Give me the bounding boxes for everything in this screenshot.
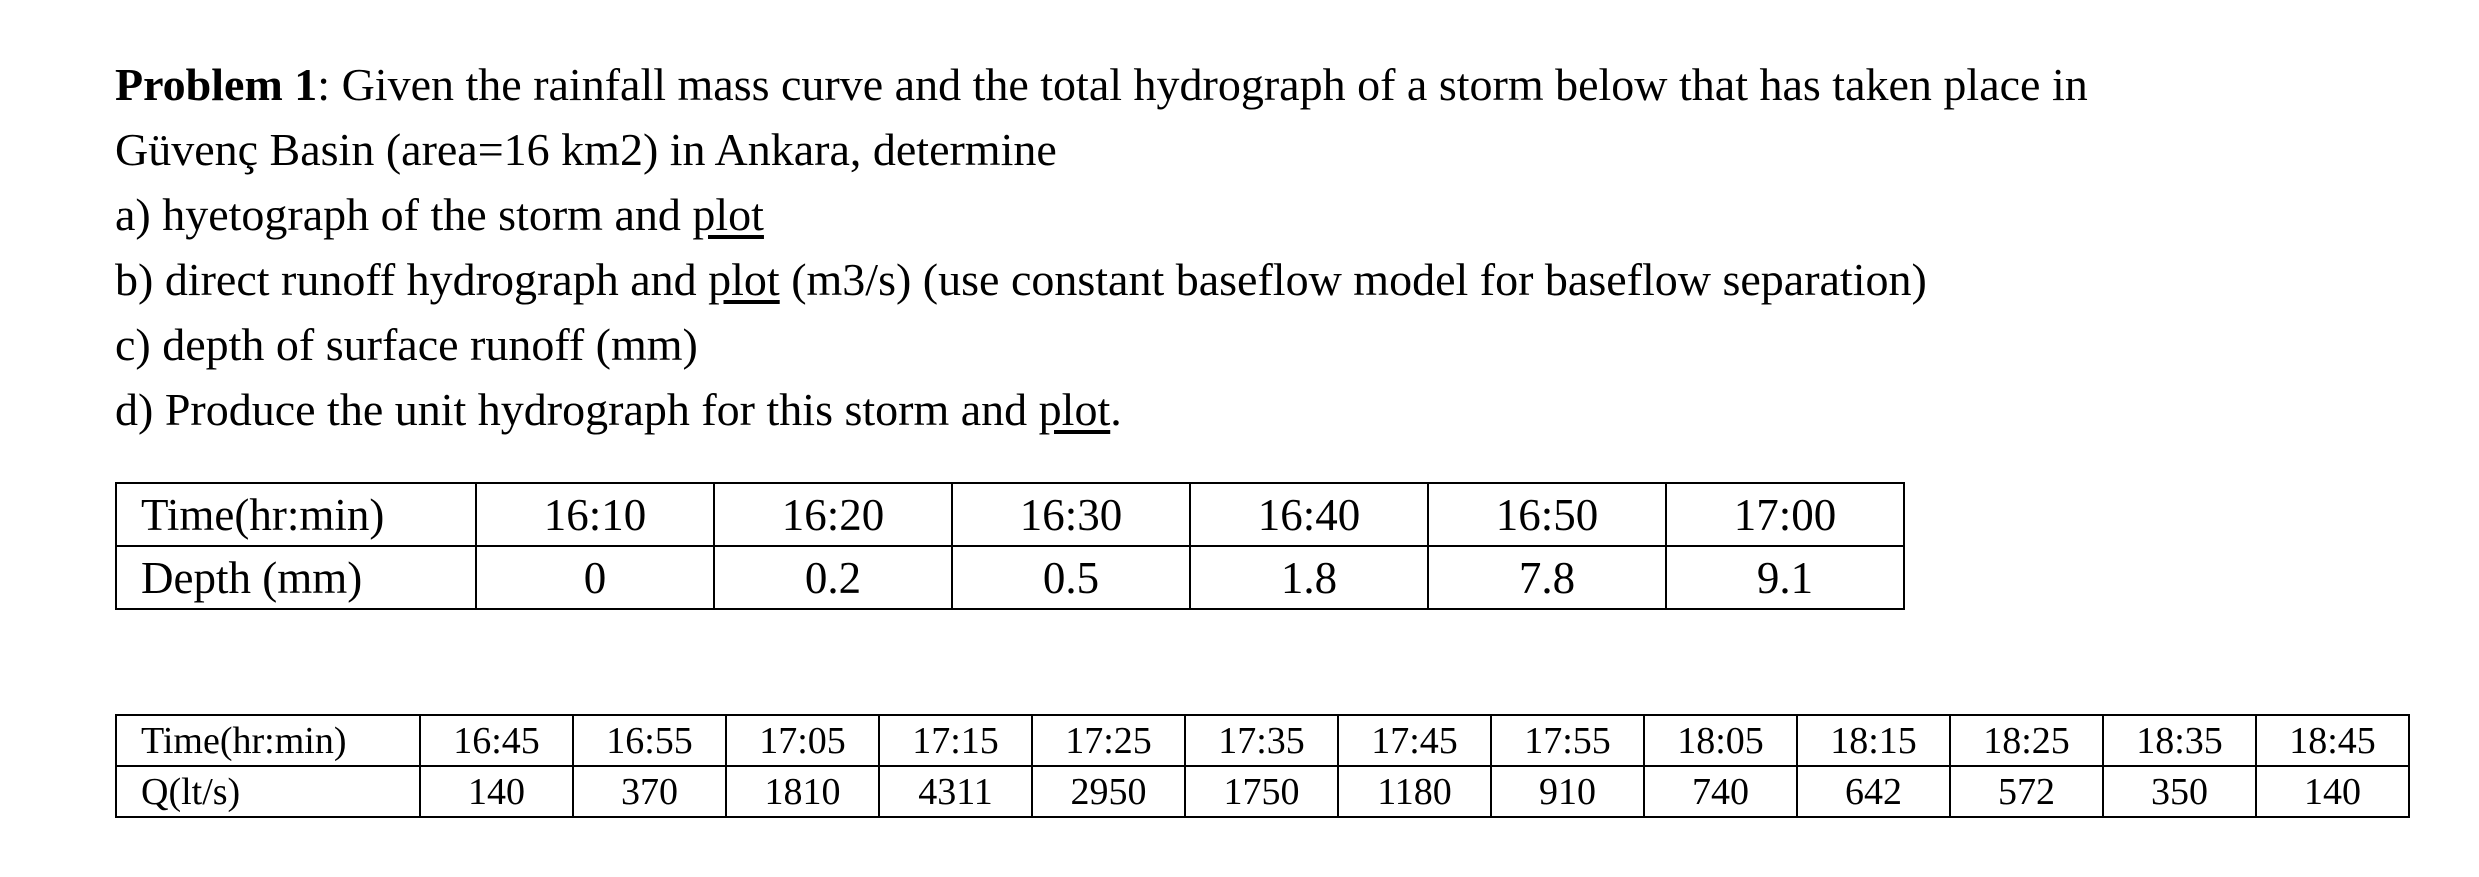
table-cell: 17:55: [1490, 714, 1645, 767]
table-cell: 4311: [878, 765, 1033, 818]
table-cell: 18:45: [2255, 714, 2410, 767]
intro-line: Problem 1: Given the rainfall mass curve…: [115, 52, 2088, 117]
problem-text: Problem 1: Given the rainfall mass curve…: [115, 52, 2088, 442]
table-cell: 16:55: [572, 714, 727, 767]
item: c) depth of surface runoff (mm): [115, 312, 2088, 377]
rainfall-table: Time(hr:min) 16:10 16:20 16:30 16:40 16:50 17:…: [115, 482, 1905, 610]
table-cell: 2950: [1031, 765, 1186, 818]
table-row: Time(hr:min) 16:45 16:55 17:05 17:15 17:25 17:…: [115, 714, 2410, 767]
table-cell: 17:00: [1665, 482, 1905, 547]
item-text: a) hyetograph of the storm and: [115, 189, 693, 240]
table-cell: 16:30: [951, 482, 1191, 547]
table-cell: 1810: [725, 765, 880, 818]
item-text: b) direct runoff hydrograph and: [115, 254, 709, 305]
row-header: Q(lt/s): [115, 765, 421, 818]
intro: : Given the rainfall mass curve and the …: [317, 59, 2088, 110]
item-underlined: plot: [708, 254, 780, 305]
table-cell: 910: [1490, 765, 1645, 818]
table-cell: 0: [475, 545, 715, 610]
table-cell: 16:40: [1189, 482, 1429, 547]
table-cell: 16:10: [475, 482, 715, 547]
table-cell: 740: [1643, 765, 1798, 818]
item-text: d) Produce the unit hydrograph for this …: [115, 384, 1039, 435]
table-cell: 18:35: [2102, 714, 2257, 767]
table-cell: 17:15: [878, 714, 1033, 767]
table-cell: 18:25: [1949, 714, 2104, 767]
table-cell: 140: [419, 765, 574, 818]
item: b) direct runoff hydrograph and plot (m3…: [115, 247, 2088, 312]
table-cell: 0.5: [951, 545, 1191, 610]
table-row: Depth (mm) 0 0.2 0.5 1.8 7.8 9.1: [115, 545, 1905, 610]
item-text: (m3/s) (use constant baseflow model for …: [779, 254, 1927, 305]
table-cell: 18:15: [1796, 714, 1951, 767]
table-cell: 17:25: [1031, 714, 1186, 767]
intro-line: Güvenç Basin (area=16 km2) in Ankara, de…: [115, 124, 1057, 175]
item: a) hyetograph of the storm and plot: [115, 182, 2088, 247]
problem-label: Problem 1: [115, 59, 318, 110]
table-cell: 18:05: [1643, 714, 1798, 767]
item-underlined: plot: [1038, 384, 1111, 435]
item-text: .: [1110, 384, 1122, 435]
table-cell: 16:20: [713, 482, 953, 547]
item-underlined: plot: [692, 189, 764, 240]
table-cell: 642: [1796, 765, 1951, 818]
table-cell: 370: [572, 765, 727, 818]
table-cell: 1750: [1184, 765, 1339, 818]
table-cell: 17:05: [725, 714, 880, 767]
row-header: Time(hr:min): [115, 714, 421, 767]
hydrograph-table: Time(hr:min) 16:45 16:55 17:05 17:15 17:25 17:…: [115, 714, 2410, 818]
table-cell: 1.8: [1189, 545, 1429, 610]
table-cell: 9.1: [1665, 545, 1905, 610]
table-cell: 1180: [1337, 765, 1492, 818]
table-cell: 350: [2102, 765, 2257, 818]
row-header: Depth (mm): [115, 545, 477, 610]
table-cell: 572: [1949, 765, 2104, 818]
table-cell: 7.8: [1427, 545, 1667, 610]
table-cell: 17:45: [1337, 714, 1492, 767]
table-cell: 16:50: [1427, 482, 1667, 547]
table-cell: 140: [2255, 765, 2410, 818]
table-cell: 17:35: [1184, 714, 1339, 767]
table-cell: 0.2: [713, 545, 953, 610]
table-row: Time(hr:min) 16:10 16:20 16:30 16:40 16:50 17:…: [115, 482, 1905, 547]
table-row: Q(lt/s) 140 370 1810 4311 2950 1750 1180 910 740 6…: [115, 765, 2410, 818]
item-text: c) depth of surface runoff (mm): [115, 319, 698, 370]
item: d) Produce the unit hydrograph for this …: [115, 377, 2088, 442]
row-header: Time(hr:min): [115, 482, 477, 547]
table-cell: 16:45: [419, 714, 574, 767]
